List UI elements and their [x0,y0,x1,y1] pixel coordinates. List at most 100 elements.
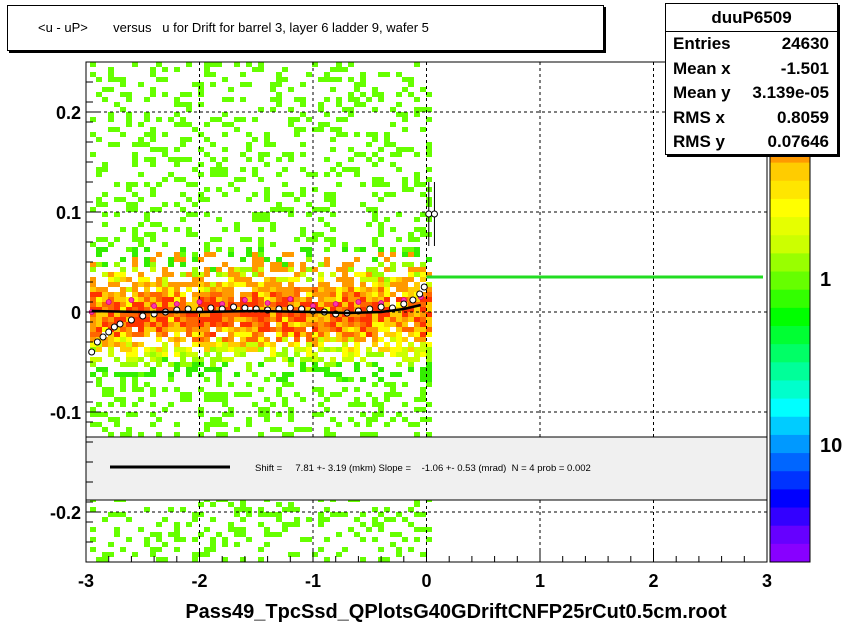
heatmap-cell [384,137,390,142]
heatmap-cell [144,382,150,387]
heatmap-cell [228,327,234,332]
heatmap-cell [282,292,288,297]
heatmap-cell [330,87,336,92]
heatmap-cell [390,417,396,422]
heatmap-cell [126,327,132,332]
heatmap-cell [108,277,114,282]
heatmap-cell [258,247,264,252]
heatmap-cell [354,152,360,157]
heatmap-cell [240,267,246,272]
heatmap-cell [198,197,204,202]
heatmap-cell [414,237,420,242]
heatmap-cell [150,372,156,377]
heatmap-cell [132,402,138,407]
heatmap-cell [150,162,156,167]
heatmap-cell [114,397,120,402]
profile-point [105,328,113,336]
heatmap-cell [420,127,426,132]
heatmap-cell [384,342,390,347]
heatmap-cell [330,212,336,217]
heatmap-cell [246,312,252,317]
heatmap-cell [138,292,144,297]
heatmap-cell [180,312,186,317]
heatmap-cell [180,347,186,352]
heatmap-cell [300,272,306,277]
heatmap-cell [120,397,126,402]
heatmap-cell [204,312,210,317]
heatmap-cell [168,312,174,317]
heatmap-cell [252,297,258,302]
heatmap-cell [396,237,402,242]
heatmap-cell [402,417,408,422]
heatmap-cell [282,402,288,407]
heatmap-cell [252,322,258,327]
heatmap-cell [324,372,330,377]
heatmap-cell [144,542,150,547]
heatmap-cell [96,292,102,297]
stat-row-mean-y: Mean y 3.139e-05 [666,81,837,106]
heatmap-cell [180,352,186,357]
heatmap-cell [102,297,108,302]
heatmap-cell [234,302,240,307]
heatmap-cell [402,87,408,92]
heatmap-cell [156,322,162,327]
heatmap-cell [210,117,216,122]
heatmap-cell [318,392,324,397]
heatmap-cell [204,72,210,77]
heatmap-cell [240,557,246,562]
heatmap-cell [162,322,168,327]
heatmap-cell [318,272,324,277]
heatmap-cell [288,152,294,157]
heatmap-cell [282,527,288,532]
heatmap-cell [126,352,132,357]
heatmap-cell [294,292,300,297]
heatmap-cell [378,547,384,552]
heatmap-cell [114,197,120,202]
heatmap-cell [342,547,348,552]
heatmap-cell [186,122,192,127]
heatmap-cell [210,82,216,87]
heatmap-cell [306,367,312,372]
heatmap-cell [162,317,168,322]
heatmap-cell [420,317,426,322]
heatmap-cell [402,337,408,342]
heatmap-cell [156,62,162,67]
heatmap-cell [240,532,246,537]
heatmap-cell [162,67,168,72]
heatmap-cell [174,177,180,182]
heatmap-cell [168,402,174,407]
heatmap-cell [168,297,174,302]
heatmap-cell [336,67,342,72]
heatmap-cell [258,292,264,297]
palette-band [770,543,810,563]
heatmap-cell [312,342,318,347]
heatmap-cell [144,287,150,292]
heatmap-cell [132,247,138,252]
heatmap-cell [420,322,426,327]
heatmap-cell [276,427,282,432]
heatmap-cell [198,82,204,87]
heatmap-cell [276,517,282,522]
heatmap-cell [420,212,426,217]
heatmap-cell [198,277,204,282]
heatmap-cell [426,432,432,437]
heatmap-cell [258,322,264,327]
heatmap-cell [168,282,174,287]
heatmap-cell [102,307,108,312]
heatmap-cell [420,512,426,517]
heatmap-cell [138,237,144,242]
heatmap-cell [426,332,432,337]
heatmap-cell [240,342,246,347]
heatmap-cell [282,167,288,172]
heatmap-cell [240,177,246,182]
heatmap-cell [270,427,276,432]
heatmap-cell [180,507,186,512]
heatmap-cell [90,242,96,247]
heatmap-cell [408,277,414,282]
heatmap-cell [150,352,156,357]
heatmap-cell [150,357,156,362]
heatmap-cell [96,412,102,417]
heatmap-cell [162,147,168,152]
heatmap-cell [96,402,102,407]
heatmap-cell [150,127,156,132]
